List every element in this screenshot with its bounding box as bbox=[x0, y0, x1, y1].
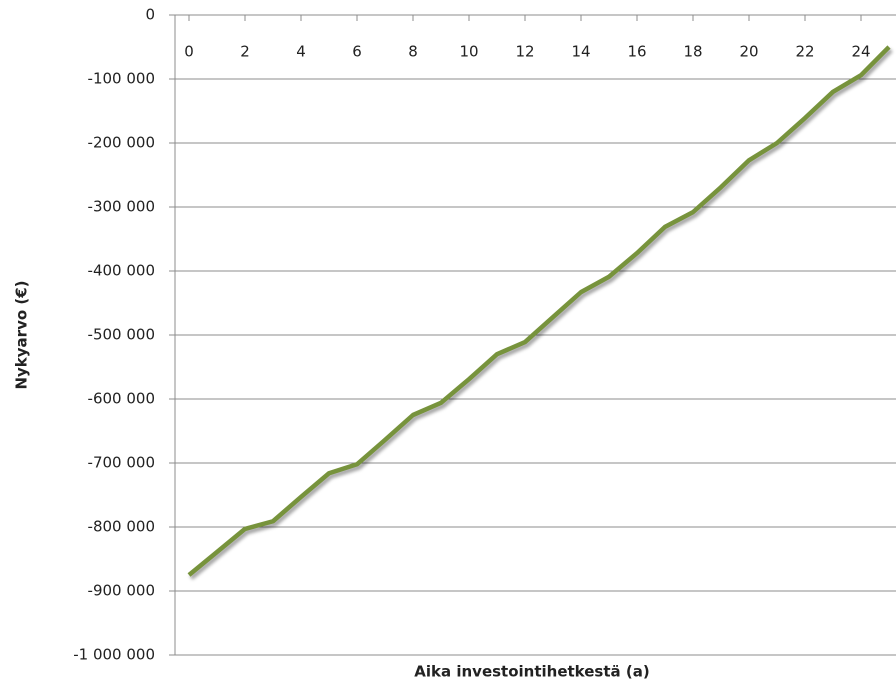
x-tick-label: 18 bbox=[683, 43, 702, 61]
y-tick-label: -300 000 bbox=[88, 198, 155, 216]
y-tick-label: -400 000 bbox=[88, 262, 155, 280]
x-tick-label: 20 bbox=[739, 43, 758, 61]
x-tick-label: 14 bbox=[571, 43, 590, 61]
x-tick-label: 6 bbox=[352, 43, 362, 61]
x-tick-label: 2 bbox=[240, 43, 250, 61]
y-tick-label: -900 000 bbox=[88, 582, 155, 600]
x-axis-title: Aika investointihetkestä (a) bbox=[414, 663, 649, 681]
x-tick-label: 10 bbox=[459, 43, 478, 61]
x-tick-label: 12 bbox=[515, 43, 534, 61]
x-tick-label: 4 bbox=[296, 43, 306, 61]
y-tick-label: -600 000 bbox=[88, 390, 155, 408]
x-tick-label: 8 bbox=[408, 43, 418, 61]
line bbox=[187, 45, 891, 577]
y-tick-label: 0 bbox=[145, 6, 155, 24]
x-tick-label: 0 bbox=[184, 43, 194, 61]
y-axis-title: Nykyarvo (€) bbox=[13, 280, 31, 389]
y-tick-label: -700 000 bbox=[88, 454, 155, 472]
y-tick-label: -100 000 bbox=[88, 70, 155, 88]
y-tick-label: -500 000 bbox=[88, 326, 155, 344]
x-tick-label: 24 bbox=[851, 43, 870, 61]
x-tick-label: 16 bbox=[627, 43, 646, 61]
y-tick-label: -200 000 bbox=[88, 134, 155, 152]
line-shadow bbox=[189, 48, 893, 580]
y-tick-label: -800 000 bbox=[88, 518, 155, 536]
y-tick-label: -1 000 000 bbox=[73, 646, 155, 664]
x-tick-label: 22 bbox=[795, 43, 814, 61]
